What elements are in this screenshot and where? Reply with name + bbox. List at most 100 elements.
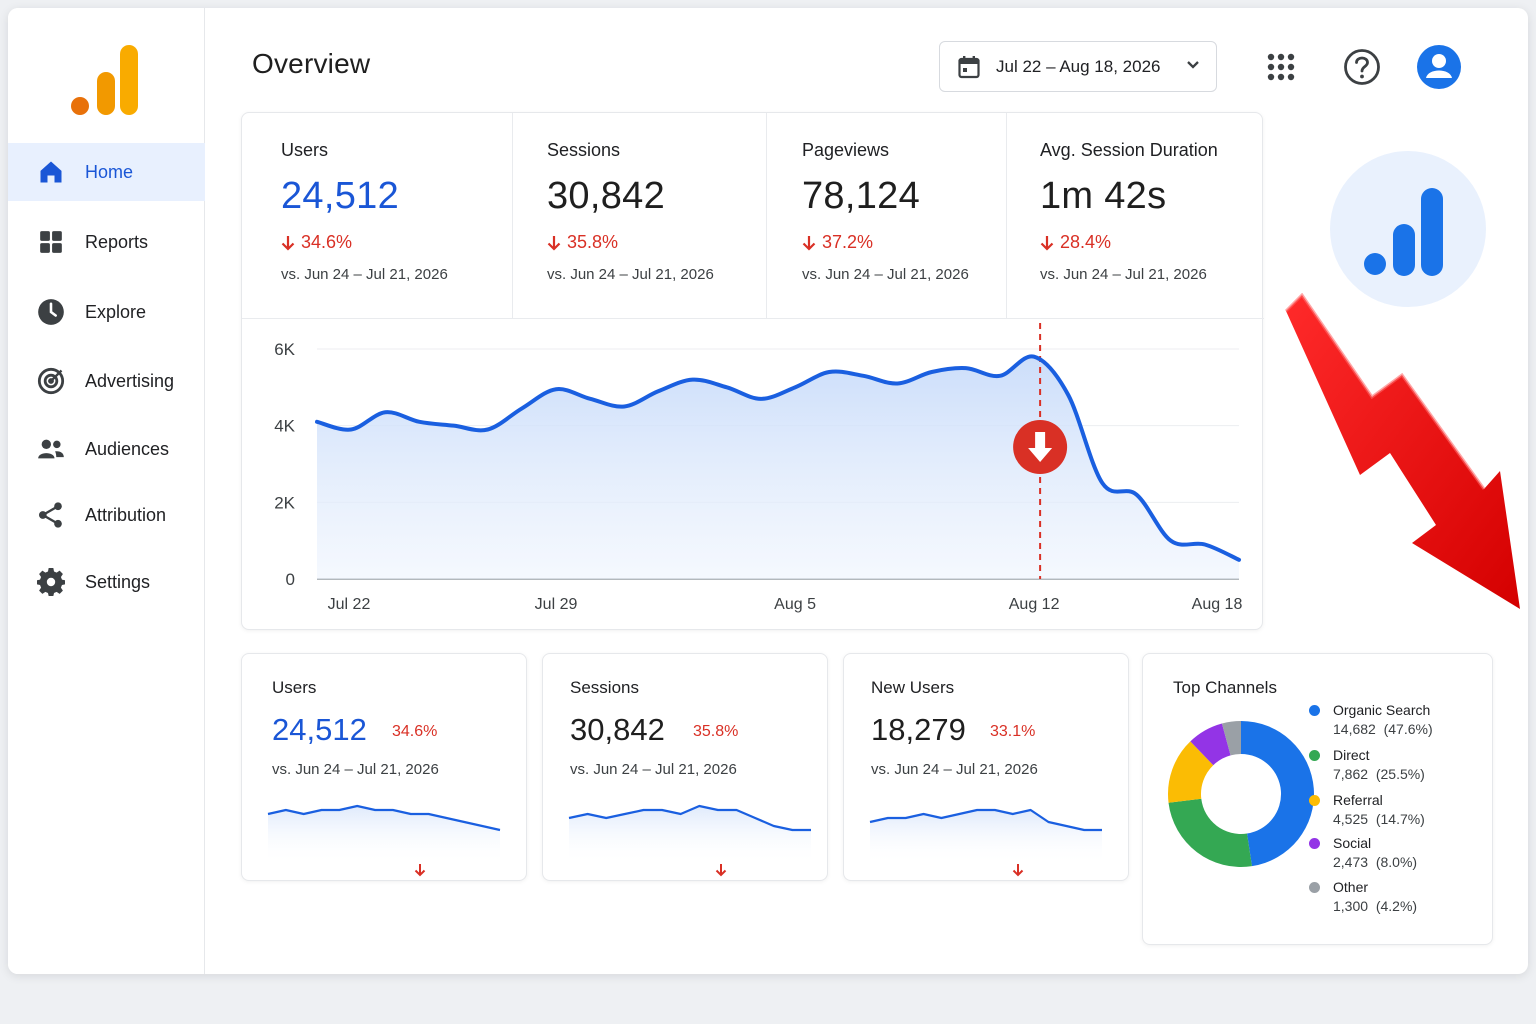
metric-label: Sessions bbox=[547, 140, 621, 160]
mini-card-change: 34.6% bbox=[392, 723, 438, 877]
apps-grid-icon[interactable] bbox=[1266, 52, 1296, 82]
account-icon[interactable] bbox=[1416, 44, 1462, 90]
legend-item-referral: Referral 4,525 (14.7%) bbox=[1309, 792, 1425, 827]
sessions-sparkline bbox=[568, 804, 811, 864]
metric-users[interactable]: Users 24,512 34.6% vs. Jun 24 – Jul 21, … bbox=[242, 113, 513, 318]
mini-card-value: 30,842 bbox=[570, 712, 665, 747]
arrow-down-icon bbox=[281, 235, 295, 251]
y-tick-label: 2K bbox=[274, 493, 295, 512]
top-channels-title: Top Channels bbox=[1173, 678, 1277, 697]
donut-slice-social[interactable] bbox=[1190, 723, 1231, 766]
down-trend-arrow-icon bbox=[1284, 293, 1520, 609]
sparkline-line bbox=[568, 804, 811, 832]
mini-card-compare: vs. Jun 24 – Jul 21, 2026 bbox=[272, 761, 439, 778]
reports-grid-icon bbox=[37, 228, 65, 256]
legend-dot bbox=[1309, 705, 1320, 716]
arrow-down-icon bbox=[715, 864, 727, 877]
mini-card-change: 33.1% bbox=[990, 723, 1036, 877]
mini-card-sessions[interactable]: Sessions 30,842 35.8% vs. Jun 24 – Jul 2… bbox=[542, 653, 828, 881]
y-tick-label: 6K bbox=[274, 340, 295, 359]
donut-slice-organic-search[interactable] bbox=[1241, 721, 1314, 867]
legend-pct: (47.6%) bbox=[1383, 721, 1433, 737]
metric-value: 30,842 bbox=[547, 175, 666, 217]
arrow-down-icon bbox=[1012, 864, 1024, 877]
metric-compare: vs. Jun 24 – Jul 21, 2026 bbox=[1040, 266, 1207, 283]
legend-value: 1,300 bbox=[1333, 898, 1369, 914]
metric-label: Users bbox=[281, 140, 329, 160]
arrow-down-icon bbox=[802, 235, 816, 251]
users-sparkline bbox=[267, 804, 501, 864]
mini-card-compare: vs. Jun 24 – Jul 21, 2026 bbox=[570, 761, 737, 778]
metric-sessions[interactable]: Sessions 30,842 35.8% vs. Jun 24 – Jul 2… bbox=[513, 113, 767, 318]
analytics-badge-icon bbox=[1330, 151, 1486, 307]
mini-card-new-users[interactable]: New Users 18,279 33.1% vs. Jun 24 – Jul … bbox=[843, 653, 1129, 881]
mini-card-change-value: 33.1% bbox=[990, 723, 1036, 740]
sidebar-item-label: Audiences bbox=[85, 438, 170, 459]
arrow-down-icon bbox=[1040, 235, 1054, 251]
traffic-area-chart[interactable]: 6K 4K 2K 0 Jul 22 Jul 29 Aug 5 Aug 12 Aug 18 bbox=[242, 319, 1262, 631]
page-title: Overview bbox=[252, 48, 371, 79]
arrow-down-icon bbox=[414, 864, 426, 877]
sparkline-area bbox=[569, 806, 811, 864]
summary-card: Users 24,512 34.6% vs. Jun 24 – Jul 21, … bbox=[241, 112, 1264, 631]
sidebar-item-audiences[interactable]: Audiences bbox=[8, 420, 205, 478]
metric-compare: vs. Jun 24 – Jul 21, 2026 bbox=[281, 266, 448, 283]
date-range-picker[interactable]: Jul 22 – Aug 18, 2026 bbox=[939, 41, 1217, 92]
donut-slice-direct[interactable] bbox=[1168, 798, 1252, 867]
legend-name: Other bbox=[1333, 879, 1369, 895]
x-tick-label: Aug 18 bbox=[1192, 596, 1243, 613]
sidebar-item-reports[interactable]: Reports bbox=[8, 213, 205, 271]
x-tick-label: Jul 29 bbox=[535, 596, 578, 613]
donut-slice-other[interactable] bbox=[1221, 721, 1241, 756]
sidebar-item-label: Explore bbox=[85, 301, 147, 322]
arrow-down-icon bbox=[547, 235, 561, 251]
legend-pct: (25.5%) bbox=[1375, 766, 1425, 782]
legend-value: 7,862 bbox=[1333, 766, 1369, 782]
metric-avg-session-duration[interactable]: Avg. Session Duration 1m 42s 28.4% vs. J… bbox=[1007, 113, 1264, 318]
legend-name: Direct bbox=[1333, 747, 1370, 763]
analytics-app: Home Reports Explore Advertising Audienc… bbox=[8, 8, 1528, 974]
legend-dot bbox=[1309, 795, 1320, 806]
drop-marker-icon[interactable] bbox=[1013, 420, 1068, 474]
metric-compare: vs. Jun 24 – Jul 21, 2026 bbox=[802, 266, 969, 283]
x-tick-label: Aug 5 bbox=[774, 596, 816, 613]
attribution-share-icon bbox=[37, 501, 65, 529]
top-channels-card: Top Channels Organic Search 14,682 (47.6… bbox=[1142, 653, 1493, 945]
legend-item-organic-search: Organic Search 14,682 (47.6%) bbox=[1309, 702, 1433, 737]
chart-area-fill bbox=[317, 356, 1239, 579]
sidebar-item-advertising[interactable]: Advertising bbox=[8, 352, 205, 410]
sidebar-item-home[interactable]: Home bbox=[8, 143, 205, 201]
metric-pageviews[interactable]: Pageviews 78,124 37.2% vs. Jun 24 – Jul … bbox=[767, 113, 1007, 318]
metric-value: 24,512 bbox=[281, 175, 400, 217]
legend-dot bbox=[1309, 750, 1320, 761]
sidebar-item-label: Advertising bbox=[85, 370, 175, 391]
settings-gear-icon bbox=[37, 568, 65, 596]
donut-slice-referral[interactable] bbox=[1168, 741, 1214, 803]
audiences-icon bbox=[37, 435, 65, 463]
legend-name: Organic Search bbox=[1333, 702, 1431, 718]
sparkline-area bbox=[870, 810, 1102, 864]
sidebar-item-attribution[interactable]: Attribution bbox=[8, 486, 205, 544]
legend-item-other: Other 1,300 (4.2%) bbox=[1309, 879, 1417, 914]
traffic-chart: 6K 4K 2K 0 Jul 22 Jul 29 Aug 5 Aug 12 Aug 18 bbox=[242, 318, 1264, 631]
sidebar-item-label: Settings bbox=[85, 571, 151, 592]
sidebar-item-label: Attribution bbox=[85, 504, 167, 525]
sidebar-item-explore[interactable]: Explore bbox=[8, 283, 205, 341]
chevron-down-icon bbox=[1187, 61, 1199, 69]
sidebar: Home Reports Explore Advertising Audienc… bbox=[8, 8, 205, 974]
mini-card-change-value: 35.8% bbox=[693, 723, 739, 740]
metric-change-value: 28.4% bbox=[1060, 232, 1112, 252]
mini-card-change-value: 34.6% bbox=[392, 723, 438, 740]
channels-donut-chart[interactable] bbox=[1165, 718, 1317, 870]
sidebar-item-settings[interactable]: Settings bbox=[8, 553, 205, 611]
mini-card-users[interactable]: Users 24,512 34.6% vs. Jun 24 – Jul 21, … bbox=[241, 653, 527, 881]
y-tick-label: 4K bbox=[274, 417, 295, 436]
explore-icon bbox=[37, 298, 65, 326]
legend-value: 14,682 bbox=[1333, 721, 1376, 737]
y-tick-label: 0 bbox=[286, 570, 295, 589]
help-icon[interactable] bbox=[1343, 48, 1381, 86]
metric-label: Pageviews bbox=[802, 140, 890, 160]
home-icon bbox=[37, 158, 65, 186]
legend-name: Social bbox=[1333, 835, 1372, 851]
mini-card-compare: vs. Jun 24 – Jul 21, 2026 bbox=[871, 761, 1038, 778]
